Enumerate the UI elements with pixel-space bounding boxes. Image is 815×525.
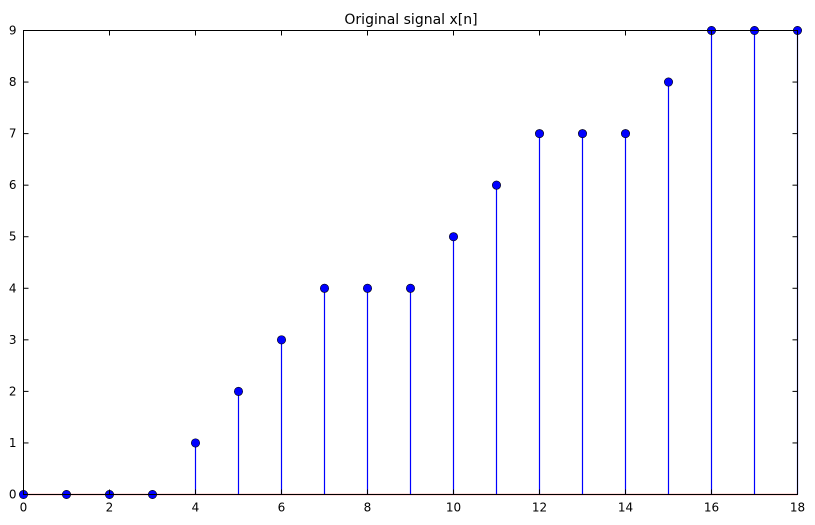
plot-area — [18, 25, 802, 499]
stem-marker — [620, 129, 630, 139]
y-tick-label: 3 — [9, 333, 17, 347]
stem-marker — [319, 283, 329, 293]
y-axis: 0 1 2 3 4 5 6 7 8 9 — [9, 24, 798, 502]
y-tick-label: 9 — [9, 24, 17, 38]
y-tick-label: 8 — [9, 75, 17, 89]
x-tick-label: 4 — [192, 501, 200, 515]
x-tick-label: 10 — [446, 501, 461, 515]
x-tick-label: 12 — [532, 501, 547, 515]
y-tick-label: 7 — [9, 127, 17, 141]
stem-marker — [663, 77, 673, 87]
y-tick-label: 4 — [9, 281, 17, 295]
x-tick-label: 0 — [20, 501, 28, 515]
x-tick-label: 16 — [704, 501, 719, 515]
axes-frame — [23, 30, 798, 495]
y-tick-label: 6 — [9, 178, 17, 192]
stem-marker — [448, 232, 458, 242]
stem-marker — [491, 180, 501, 190]
stem-marker — [362, 283, 372, 293]
stem-marker — [191, 438, 201, 448]
x-tick-label: 6 — [278, 501, 286, 515]
y-tick-label: 0 — [9, 488, 17, 502]
stem-marker — [276, 335, 286, 345]
x-tick-label: 2 — [106, 501, 114, 515]
chart-title: Original signal x[n] — [344, 12, 477, 28]
stem-marker — [405, 283, 415, 293]
stem-marker — [234, 386, 244, 396]
x-tick-label: 18 — [790, 501, 805, 515]
stem-marker — [577, 129, 587, 139]
y-tick-label: 2 — [9, 384, 17, 398]
y-tick-label: 1 — [9, 436, 17, 450]
x-tick-label: 14 — [618, 501, 633, 515]
x-tick-label: 8 — [364, 501, 372, 515]
stem-marker — [534, 129, 544, 139]
y-tick-label: 5 — [9, 230, 17, 244]
x-axis: 0 2 4 6 8 10 12 14 16 18 — [20, 30, 805, 515]
